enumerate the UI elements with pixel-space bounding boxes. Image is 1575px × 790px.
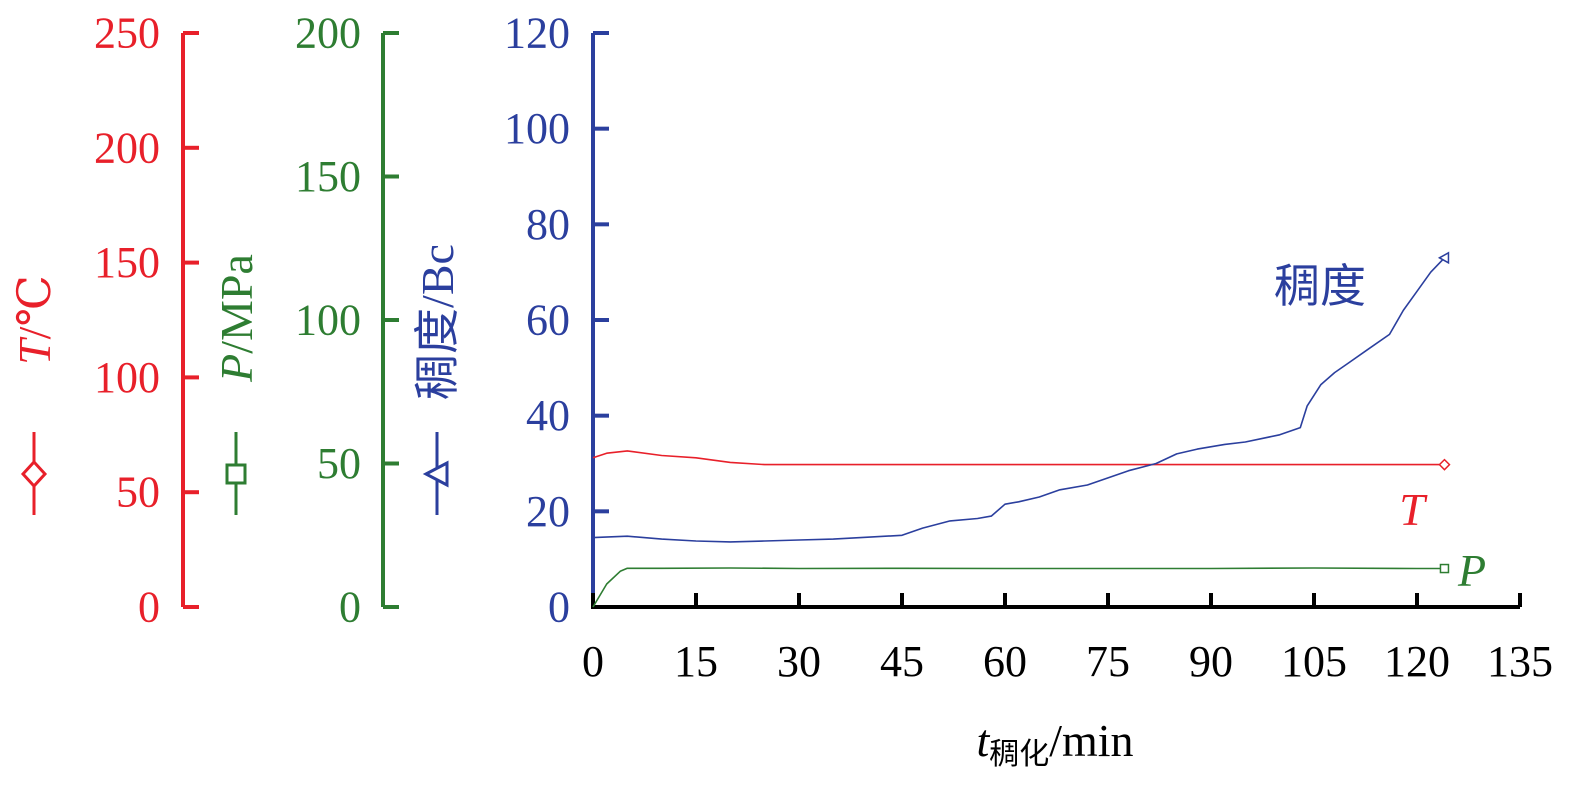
axis-t-tick-label: 0 <box>138 583 160 632</box>
axis-c-title-unit: /Bc <box>412 244 463 308</box>
axis-c-tick-label: 80 <box>526 200 570 249</box>
axis-p-title-var: P <box>211 354 262 383</box>
x-tick-label: 45 <box>880 637 924 686</box>
x-tick-label: 60 <box>983 637 1027 686</box>
axis-t-tick-label: 50 <box>116 468 160 517</box>
axis-c-title-var: 稠度 <box>412 308 463 400</box>
series-marker-P <box>1439 563 1450 574</box>
axis-t-tick-label: 150 <box>94 238 160 287</box>
series-line-C <box>592 257 1446 543</box>
axis-c-tick-label: 120 <box>504 9 570 58</box>
x-tick-label: 90 <box>1189 637 1233 686</box>
x-axis-title-sub: 稠化 <box>989 738 1049 771</box>
axis-t-legend-marker <box>20 459 48 489</box>
axis-c-tick-label: 100 <box>504 104 570 153</box>
axis-c-tick-label: 20 <box>526 487 570 536</box>
annotation-layer: 稠度 TP <box>1274 261 1486 596</box>
axis-p-legend-marker <box>225 463 247 485</box>
axis-t-title-var: T <box>9 336 60 365</box>
axis-t-tick-label: 250 <box>94 9 160 58</box>
axis-p-title-unit: /MPa <box>211 254 262 354</box>
axis-c: 0 20 40 60 80 100 120 稠度/Bc <box>412 9 609 632</box>
x-tick-label: 120 <box>1384 637 1450 686</box>
x-tick-label: 30 <box>777 637 821 686</box>
axis-t-title: T/℃ <box>9 275 60 365</box>
x-tick-label: 0 <box>582 637 604 686</box>
series-label-C: 稠度 <box>1274 261 1366 312</box>
x-tick-label: 105 <box>1281 637 1347 686</box>
axis-p-tick-label: 200 <box>295 9 361 58</box>
x-tick-label: 135 <box>1487 637 1553 686</box>
series-line-T <box>592 450 1445 466</box>
axis-t-tick-label: 200 <box>94 123 160 172</box>
series-marker-T <box>1438 458 1451 471</box>
axis-c-title: 稠度/Bc <box>412 244 463 400</box>
x-axis-title-unit: /min <box>1049 715 1133 766</box>
axis-p-tick-label: 0 <box>339 583 361 632</box>
axis-c-tick-label: 40 <box>526 391 570 440</box>
axis-p-tick-label: 50 <box>317 439 361 488</box>
axis-c-legend-marker <box>422 460 449 488</box>
axis-c-tick-label: 60 <box>526 296 570 345</box>
axis-p-tick-label: 150 <box>295 152 361 201</box>
x-axis-title: t稠化/min <box>976 715 1133 771</box>
x-tick-label: 75 <box>1086 637 1130 686</box>
axis-t-title-unit: /℃ <box>9 275 60 339</box>
x-axis: 0 15 30 45 60 75 90 105 120 135 t稠化/min <box>582 593 1553 771</box>
axis-t: 0 50 100 150 200 250 T/℃ <box>9 9 199 632</box>
series-label-T: T <box>1399 484 1428 535</box>
x-axis-title-var: t <box>976 715 990 766</box>
axis-p: 0 50 100 150 200 P/MPa <box>211 9 399 632</box>
series-line-P <box>592 567 1445 608</box>
series-label-P: P <box>1457 545 1486 596</box>
series-marker-C <box>1437 251 1450 265</box>
x-tick-label: 15 <box>674 637 718 686</box>
series-layer <box>592 251 1451 608</box>
axis-t-tick-label: 100 <box>94 353 160 402</box>
axis-p-title: P/MPa <box>211 254 262 383</box>
axis-c-tick-label: 0 <box>548 583 570 632</box>
axis-p-tick-label: 100 <box>295 296 361 345</box>
